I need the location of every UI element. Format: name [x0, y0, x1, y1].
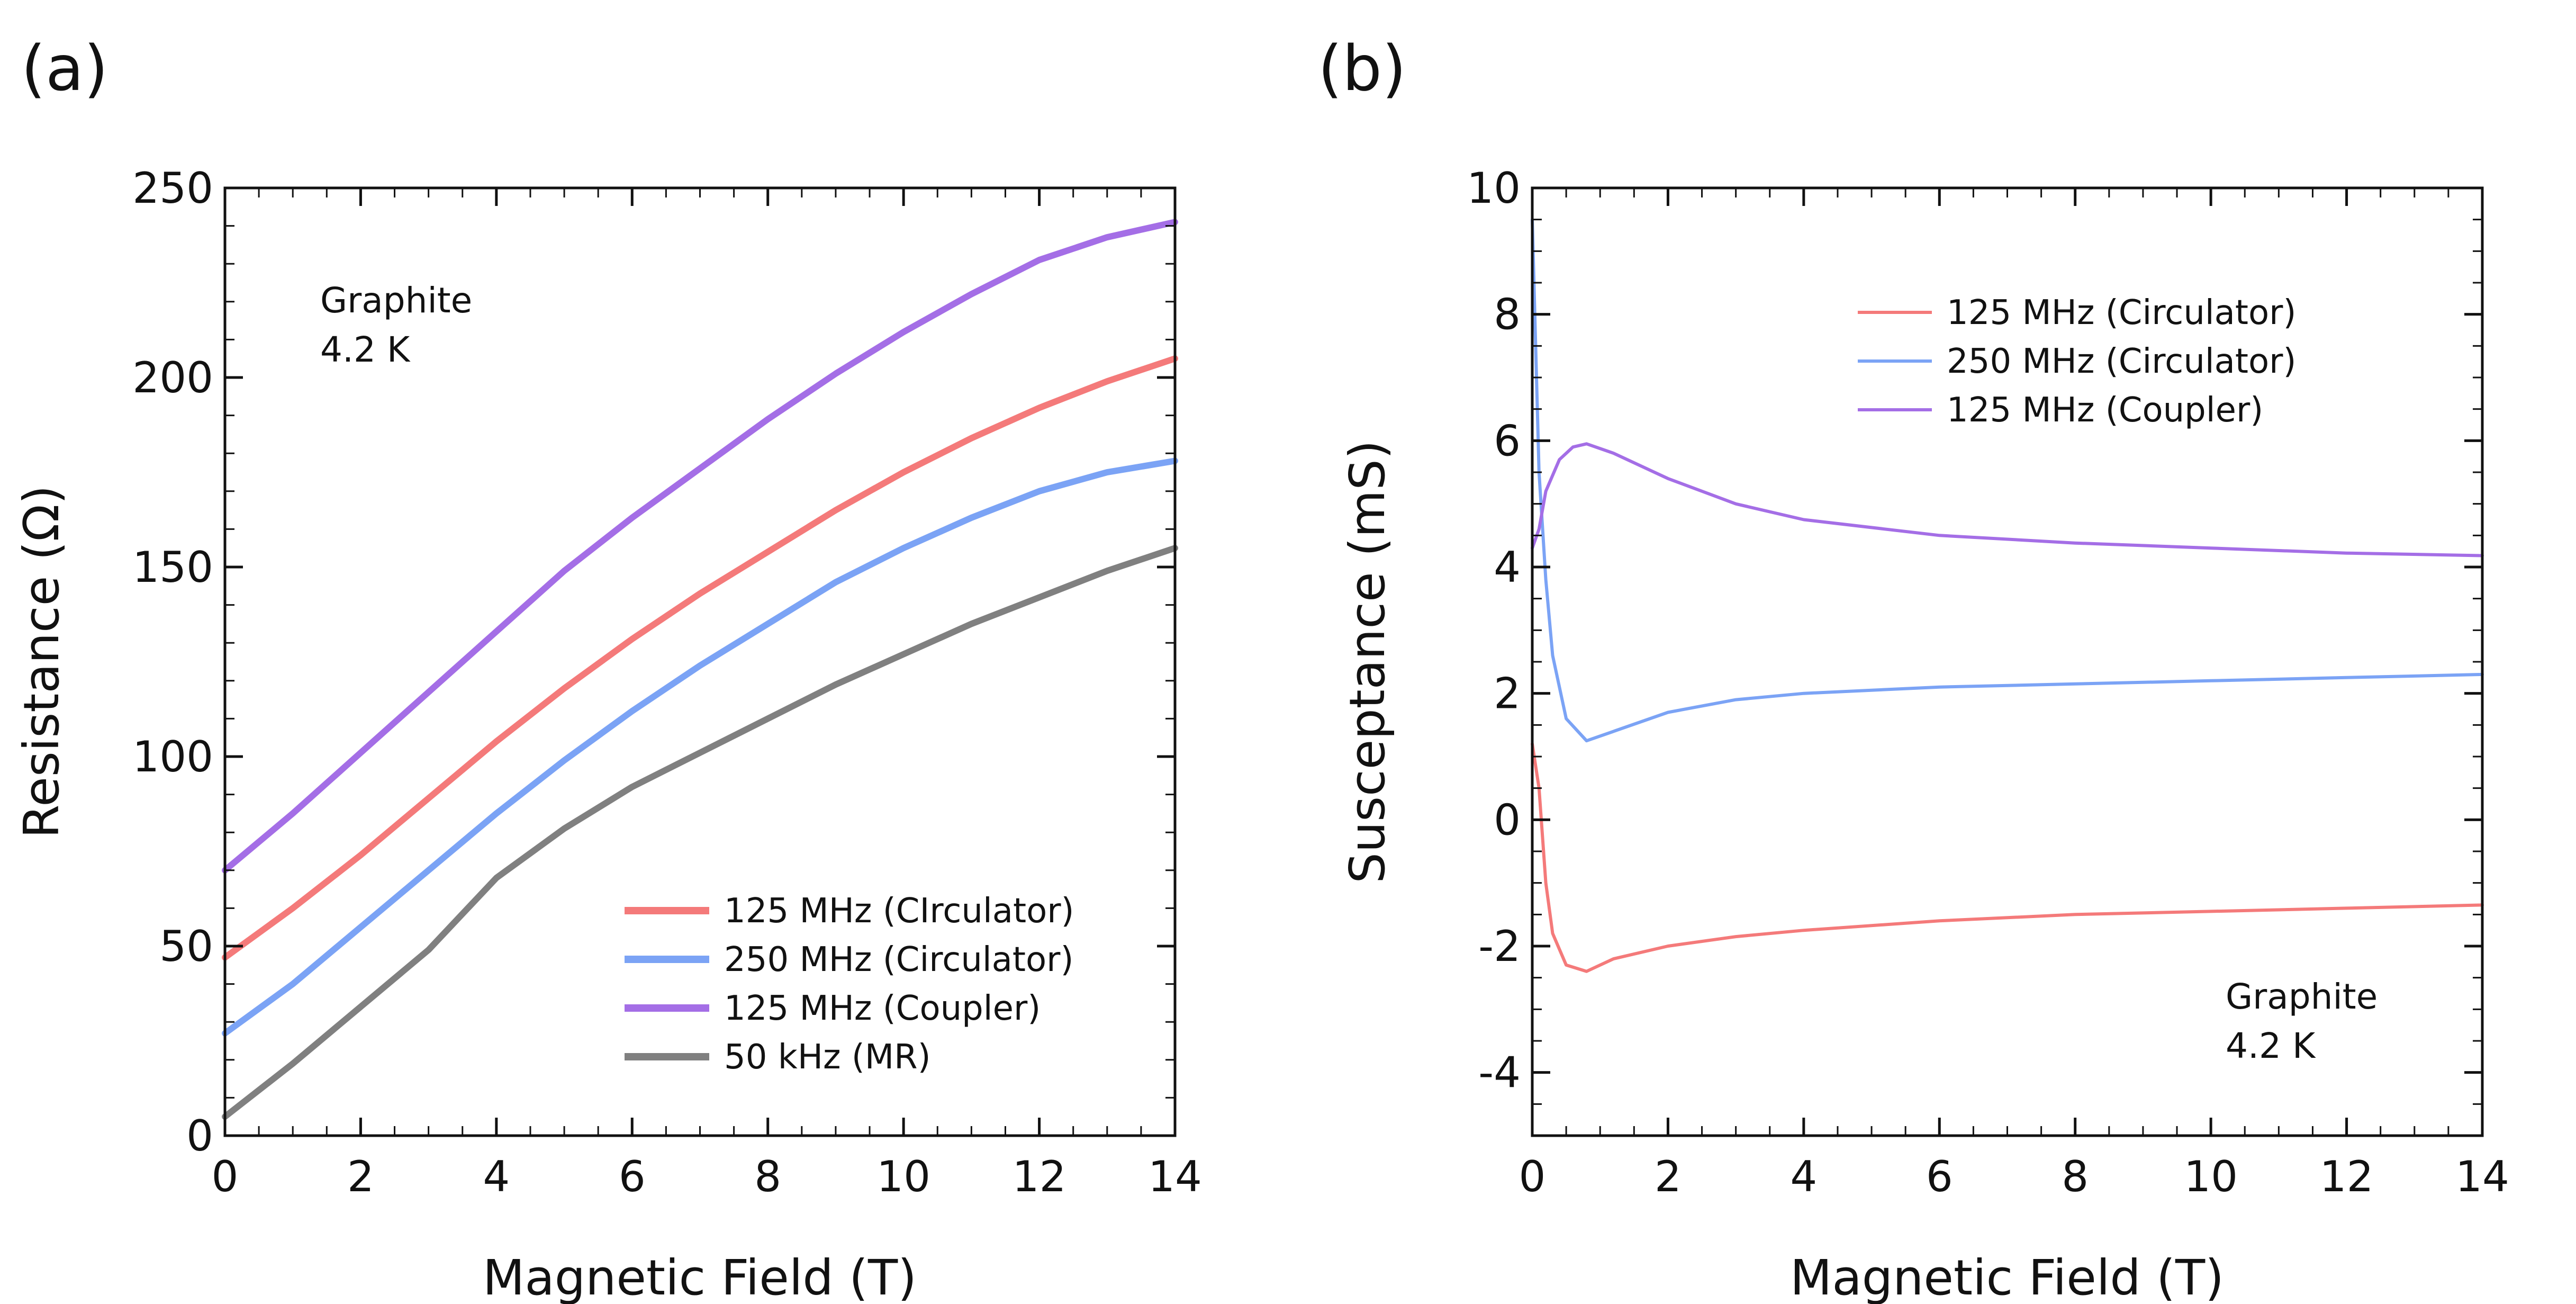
panel-a-label: (a)	[21, 32, 108, 105]
series-line-4	[222, 545, 1178, 1120]
legend-label: 125 MHz (Coupler)	[1947, 391, 2263, 430]
legend-label: 125 MHz (Coupler)	[724, 989, 1041, 1028]
panel-b-marks	[1531, 218, 2484, 973]
series-line-3	[1531, 442, 2484, 557]
series-line-2	[222, 457, 1178, 1037]
series-line-2	[1531, 218, 2484, 743]
panel-b-annotation-temperature: 4.2 K	[2226, 1026, 2316, 1066]
x-tick-label: 8	[2062, 1152, 2089, 1201]
x-tick-label: 2	[347, 1152, 374, 1201]
panel-a-annotation-material: Graphite	[320, 280, 472, 321]
x-tick-label: 14	[2455, 1152, 2509, 1201]
x-tick-label: 4	[1790, 1152, 1817, 1201]
legend-label: 250 MHz (Circulator)	[724, 940, 1073, 979]
y-tick-label: 50	[159, 922, 213, 971]
series-line-3	[222, 219, 1178, 874]
y-tick-label: 0	[186, 1111, 213, 1161]
panel-b-ylabel: Susceptance (mS)	[1339, 440, 1396, 883]
panel-b-ticks: 0 2 4 6 8 10 12 14 -4 -2 0 2 4 6 8 10	[1467, 164, 2509, 1201]
x-tick-label: 12	[2320, 1152, 2374, 1201]
series-line-1	[222, 355, 1178, 961]
legend-label: 50 kHz (MR)	[724, 1038, 931, 1077]
x-tick-label: 12	[1013, 1152, 1066, 1201]
legend-label: 125 MHz (Circulator)	[1947, 293, 2296, 332]
panel-b-xlabel: Magnetic Field (T)	[1790, 1249, 2224, 1304]
series-line-1	[1531, 742, 2484, 973]
panel-a-xlabel: Magnetic Field (T)	[483, 1249, 917, 1304]
panel-b-annotation-material: Graphite	[2226, 976, 2378, 1017]
y-tick-label: 10	[1467, 164, 1521, 213]
legend-label: 250 MHz (Circulator)	[1947, 342, 2296, 381]
x-tick-label: 6	[1926, 1152, 1953, 1201]
x-tick-label: 8	[754, 1152, 781, 1201]
x-tick-label: 0	[1519, 1152, 1546, 1201]
y-tick-label: 150	[132, 543, 213, 592]
y-tick-label: 100	[132, 732, 213, 781]
y-tick-label: 200	[132, 353, 213, 402]
y-tick-label: 250	[132, 164, 213, 213]
y-tick-label: -4	[1478, 1048, 1521, 1098]
panel-a-ylabel: Resistance (Ω)	[13, 485, 70, 838]
panel-a-marks	[222, 219, 1178, 1120]
x-tick-label: 10	[876, 1152, 930, 1201]
panel-b: (b) 0 2 4 6 8 10 12 14 -4 -2 0 2 4 6 8 10 Magnetic Fiel…	[1318, 32, 2509, 1304]
panel-b-label: (b)	[1318, 32, 1406, 105]
panel-a-ticks: 0 2 4 6 8 10 12 14 0 50 100 150 200 250	[132, 164, 1202, 1201]
panel-b-legend: 125 MHz (Circulator) 250 MHz (Circulator)…	[1858, 293, 2296, 430]
x-tick-label: 6	[619, 1152, 646, 1201]
panel-a-legend: 125 MHz (CIrculator) 250 MHz (Circulator)…	[625, 892, 1074, 1077]
y-tick-label: 4	[1494, 543, 1521, 592]
y-tick-label: 2	[1494, 669, 1521, 718]
y-tick-label: 6	[1494, 416, 1521, 465]
y-tick-label: 0	[1494, 795, 1521, 844]
y-tick-label: 8	[1494, 290, 1521, 339]
legend-label: 125 MHz (CIrculator)	[724, 892, 1074, 931]
panel-a: (a) 0 2 4 6 8 10 12 14 0 50 100 150 200 250 Magnetic …	[13, 32, 1202, 1304]
x-tick-label: 0	[212, 1152, 239, 1201]
y-tick-label: -2	[1478, 922, 1521, 971]
x-tick-label: 2	[1655, 1152, 1682, 1201]
panel-a-annotation-temperature: 4.2 K	[320, 329, 411, 370]
x-tick-label: 14	[1148, 1152, 1202, 1201]
x-tick-label: 10	[2184, 1152, 2238, 1201]
x-tick-label: 4	[483, 1152, 510, 1201]
